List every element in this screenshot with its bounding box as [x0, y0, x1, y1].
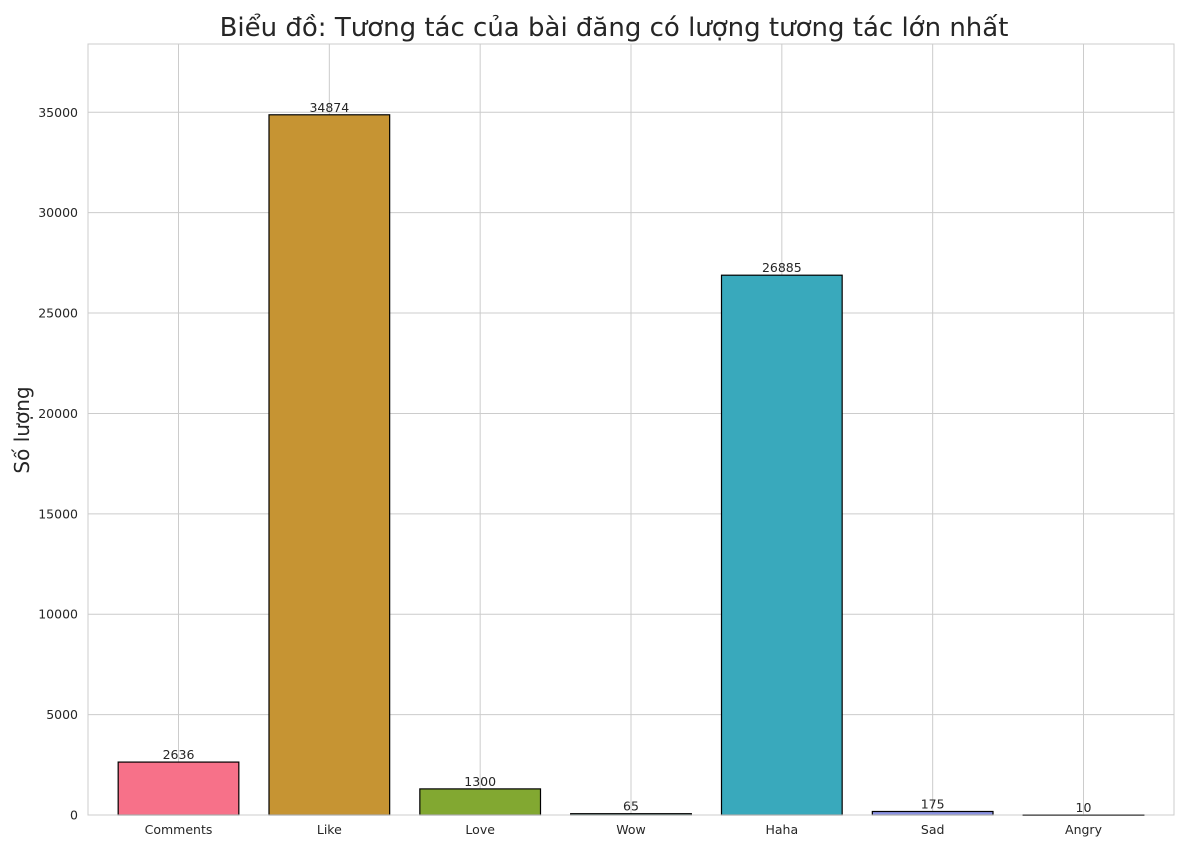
plot-area-frame: [87, 43, 1175, 816]
bar-sad: [871, 810, 994, 816]
data-label: 2636: [163, 747, 195, 762]
x-tick-label: Sad: [921, 822, 945, 837]
y-tick-label: 20000: [38, 406, 78, 421]
data-label: 26885: [762, 260, 802, 275]
x-tick-label: Like: [317, 822, 342, 837]
bars: [117, 114, 1145, 816]
y-tick-label: 15000: [38, 506, 78, 521]
data-label: 65: [623, 799, 639, 814]
bar-like: [268, 114, 391, 816]
data-label: 1300: [464, 774, 496, 789]
x-tick-label: Comments: [145, 822, 213, 837]
y-tick-label: 0: [70, 808, 78, 823]
labels: 0 5000 10000 15000 20000 25000 30000 35000 2636 C…: [38, 100, 1102, 837]
grid: [88, 44, 1174, 816]
y-tick-label: 5000: [46, 707, 78, 722]
x-tick-label: Love: [465, 822, 495, 837]
y-tick-label: 30000: [38, 205, 78, 220]
data-label: 175: [921, 796, 945, 811]
bar-comments: [117, 761, 240, 816]
bar-haha: [720, 274, 843, 816]
chart-title: Biểu đồ: Tương tác của bài đăng có lượng…: [220, 12, 1009, 43]
x-tick-label: Haha: [766, 822, 799, 837]
data-label: 34874: [309, 100, 349, 115]
x-tick-label: Wow: [616, 822, 646, 837]
y-axis-label: Số lượng: [10, 386, 34, 473]
bar-love: [419, 788, 542, 816]
y-tick-label: 25000: [38, 306, 78, 321]
y-tick-label: 10000: [38, 607, 78, 622]
data-label: 10: [1076, 800, 1092, 815]
y-tick-label: 35000: [38, 105, 78, 120]
x-tick-label: Angry: [1065, 822, 1103, 837]
